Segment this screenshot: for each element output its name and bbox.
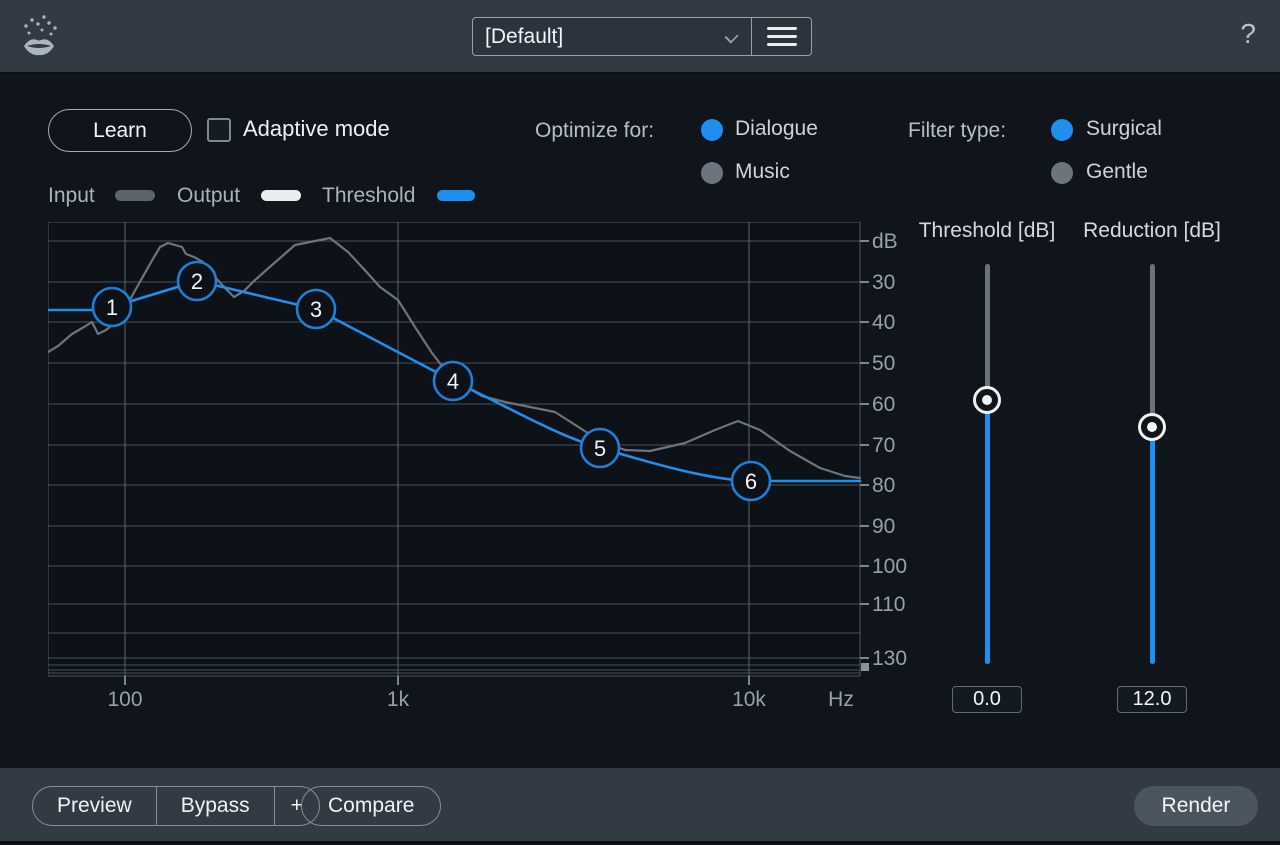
- svg-text:6: 6: [745, 469, 757, 494]
- threshold-node-3[interactable]: 3: [295, 288, 337, 330]
- radio-music-label[interactable]: Music: [735, 160, 790, 183]
- slider-handle-dot: [1147, 422, 1157, 432]
- threshold-slider-fill[interactable]: [985, 413, 990, 664]
- svg-text:2: 2: [191, 269, 203, 294]
- learn-button[interactable]: Learn: [48, 109, 192, 152]
- render-button[interactable]: Render: [1134, 786, 1258, 826]
- threshold-value-field[interactable]: 0.0: [952, 686, 1022, 713]
- radio-dialogue[interactable]: [701, 119, 723, 141]
- radio-dialogue-label[interactable]: Dialogue: [735, 117, 818, 140]
- preset-control: [Default]: [472, 17, 812, 56]
- threshold-node-5[interactable]: 5: [579, 427, 621, 469]
- radio-gentle[interactable]: [1051, 162, 1073, 184]
- add-button[interactable]: +: [275, 787, 319, 825]
- x-tick-label: 1k: [387, 688, 410, 711]
- compare-button[interactable]: Compare: [301, 786, 442, 826]
- chevron-down-icon: [724, 29, 739, 44]
- svg-text:4: 4: [447, 369, 459, 394]
- preview-button[interactable]: Preview: [33, 787, 156, 825]
- bypass-button[interactable]: Bypass: [157, 787, 274, 825]
- divider: [155, 787, 157, 825]
- preset-name: [Default]: [485, 24, 564, 48]
- voice-denoise-lips-icon: [24, 15, 57, 56]
- legend-output-swatch: [261, 190, 301, 201]
- reduction-slider-fill[interactable]: [1150, 440, 1155, 664]
- divider: [273, 787, 275, 825]
- y-tick-label: 80: [872, 474, 895, 497]
- y-tick-label: 130: [872, 647, 907, 670]
- reduction-slider-title: Reduction [dB]: [1083, 219, 1221, 242]
- radio-surgical-label[interactable]: Surgical: [1086, 117, 1162, 140]
- y-tick-label: 90: [872, 515, 895, 538]
- reduction-slider-handle[interactable]: [1138, 413, 1166, 441]
- reduction-value-field[interactable]: 12.0: [1117, 686, 1187, 713]
- bottom-bar: Preview Bypass + Compare Render: [0, 768, 1280, 841]
- y-tick-label: 70: [872, 434, 895, 457]
- threshold-slider-handle[interactable]: [973, 386, 1001, 414]
- y-tick-label: 30: [872, 271, 895, 294]
- y-tick-label: 110: [872, 593, 905, 616]
- legend-output-label: Output: [177, 184, 241, 207]
- adaptive-mode-label: Adaptive mode: [243, 116, 390, 141]
- plot-background[interactable]: [48, 222, 861, 677]
- legend-threshold-swatch: [437, 190, 475, 201]
- y-tick-label: 100: [872, 555, 907, 578]
- radio-surgical[interactable]: [1051, 119, 1073, 141]
- adaptive-mode-checkbox[interactable]: [207, 118, 231, 142]
- threshold-node-4[interactable]: 4: [432, 360, 474, 402]
- svg-text:3: 3: [310, 297, 322, 322]
- y-tick-label: 60: [872, 393, 895, 416]
- help-icon[interactable]: ?: [1240, 18, 1256, 49]
- y-tick-label: 40: [872, 311, 895, 334]
- radio-gentle-label[interactable]: Gentle: [1086, 160, 1148, 183]
- window-bottom-edge: [0, 841, 1280, 845]
- radio-music[interactable]: [701, 162, 723, 184]
- svg-text:5: 5: [594, 436, 606, 461]
- threshold-slider-title: Threshold [dB]: [918, 219, 1056, 242]
- spectrum-plot[interactable]: dB 30 40 50 60 70 80 90 100 110 130 100 1k 10k Hz 1 2 3 4 5…: [48, 222, 928, 722]
- input-spectrum-curve: [48, 236, 862, 480]
- threshold-node-1[interactable]: 1: [91, 286, 133, 328]
- x-tick-label: Hz: [828, 688, 854, 711]
- y-tick-label: 50: [872, 352, 895, 375]
- x-tick-label: 10k: [732, 688, 766, 711]
- threshold-node-6[interactable]: 6: [730, 460, 772, 502]
- y-tick-label: dB: [872, 230, 898, 253]
- legend-threshold-label: Threshold: [322, 184, 416, 207]
- transport-button-group: Preview Bypass +: [32, 786, 320, 826]
- threshold-node-2[interactable]: 2: [176, 260, 218, 302]
- hamburger-icon: [766, 27, 797, 30]
- preset-menu-button[interactable]: [751, 18, 811, 55]
- legend-input-label: Input: [48, 184, 95, 207]
- legend-input-swatch: [115, 190, 155, 201]
- slider-handle-dot: [982, 395, 992, 405]
- svg-text:1: 1: [106, 295, 118, 320]
- top-bar: [Default] ?: [0, 0, 1280, 73]
- filter-type-label: Filter type:: [908, 119, 1007, 142]
- preset-dropdown[interactable]: [Default]: [473, 18, 751, 55]
- plot-resize-grip[interactable]: [861, 663, 869, 671]
- optimize-for-label: Optimize for:: [535, 119, 655, 142]
- x-tick-label: 100: [107, 688, 142, 711]
